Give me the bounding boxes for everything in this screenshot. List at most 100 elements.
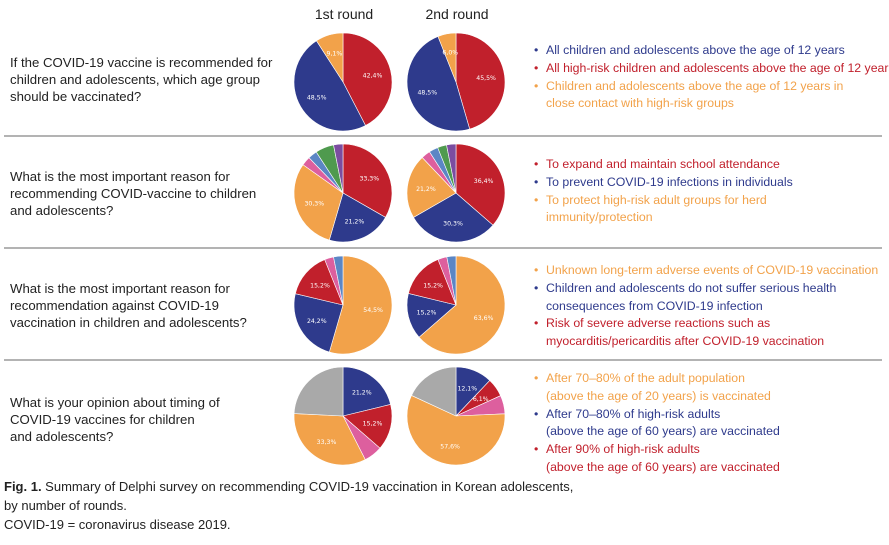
bullet-icon: • — [534, 78, 539, 93]
question-line: and adolescents? — [10, 429, 114, 444]
legend-item-orange: • To protect high-risk adult groups for h… — [534, 192, 884, 228]
legend-item-blue: • Children and adolescents do not suffer … — [534, 280, 884, 316]
legend-item-blue: • After 70–80% of high-risk adults (above … — [534, 406, 884, 442]
legend-item-orange: • After 70–80% of the adult population (ab… — [534, 370, 884, 406]
legend-text: To expand and maintain school attendance — [546, 157, 780, 171]
question-text: What is your opinion about timing of COVI… — [10, 394, 285, 445]
legend-text: immunity/protection — [546, 210, 653, 225]
question-line: COVID-19 vaccines for children — [10, 412, 195, 427]
legend-text: To protect high-risk adult groups for he… — [546, 192, 767, 207]
slice-data-label: 12,1% — [457, 385, 477, 392]
slice-data-label: 48,5% — [417, 89, 437, 96]
legend-text: consequences from COVID-19 infection — [546, 298, 763, 313]
bullet-icon: • — [534, 442, 539, 457]
legend-item-orange: • Unknown long-term adverse events of COV… — [534, 262, 884, 280]
pie-slice-blue — [406, 36, 471, 132]
legend-item-red: • After 90% of high-risk adults (above the… — [534, 441, 884, 477]
pie-chart-round1: 21,2% 15,2% 33,3% — [293, 366, 393, 466]
bullet-icon: • — [534, 157, 539, 171]
legend-text: To prevent COVID-19 infections in indivi… — [546, 174, 793, 189]
bullet-icon: • — [534, 316, 539, 331]
legend-text: myocarditis/pericarditis after COVID-19 … — [546, 334, 825, 349]
pie-slice-lightblue — [333, 255, 344, 306]
legend-text: close contact with high-risk groups — [546, 96, 734, 111]
slice-data-label: 21,2% — [416, 186, 436, 193]
question-line: should be vaccinated? — [10, 89, 142, 104]
bullet-icon: • — [534, 60, 539, 75]
legend-text: All high-risk children and adolescents a… — [546, 60, 889, 75]
pie-slice-orange — [328, 255, 393, 355]
pie-slice-blue — [293, 40, 366, 132]
slice-data-label: 21,2% — [345, 219, 365, 226]
slice-data-label: 6,0% — [442, 50, 458, 57]
question-line: recommendation against COVID-19 — [10, 298, 219, 313]
pie-slice-red — [455, 143, 506, 226]
pie-chart-round2: 12,1% 6,1% 57,6% — [406, 366, 506, 466]
legend-text: Children and adolescents do not suffer s… — [546, 280, 837, 295]
row-divider — [4, 135, 882, 137]
pie-slice-orange — [293, 413, 366, 466]
slice-data-label: 6,1% — [473, 396, 489, 403]
slice-data-label: 30,3% — [304, 201, 324, 208]
pie-slice-red — [294, 259, 344, 306]
slice-data-label: 36,4% — [474, 178, 494, 185]
question-line: What is the most important reason for — [10, 281, 230, 296]
row-divider — [4, 359, 882, 361]
legend-text: After 90% of high-risk adults — [546, 442, 700, 457]
pie-slice-red — [342, 404, 393, 449]
pie-slice-orange — [406, 157, 457, 218]
question-text: If the COVID-19 vaccine is recommended f… — [10, 54, 285, 105]
caption-line-1: Summary of Delphi survey on recommending… — [41, 479, 574, 494]
pie-slice-red — [455, 32, 506, 130]
pie-slice-orange — [418, 255, 506, 355]
slice-data-label: 54,5% — [363, 307, 383, 314]
slice-data-label: 45,5% — [476, 75, 496, 82]
legend-text: All children and adolescents above the a… — [546, 43, 845, 57]
legend-item-red: • Risk of severe adverse reactions such a… — [534, 315, 884, 351]
slice-data-label: 48,5% — [307, 95, 327, 102]
question-line: What is your opinion about timing of — [10, 395, 220, 410]
legend-item-red: • To expand and maintain school attendanc… — [534, 156, 884, 174]
slice-data-label: 33,3% — [359, 175, 379, 182]
legend: • Unknown long-term adverse events of COV… — [534, 262, 884, 351]
question-line: recommending COVID-vaccine to children — [10, 186, 257, 201]
figure-label: Fig. 1. — [4, 479, 42, 494]
legend-text: After 70–80% of high-risk adults — [546, 406, 721, 421]
pie-chart-round1: 54,5% 24,2% 15,2% — [293, 255, 393, 355]
pie-slice-orange — [437, 32, 457, 83]
question-line: If the COVID-19 vaccine is recommended f… — [10, 55, 273, 70]
legend-text: (above the age of 60 years) are vaccinat… — [546, 459, 780, 474]
pie-slice-orange — [293, 164, 344, 241]
slice-data-label: 15,2% — [423, 283, 443, 290]
pie-chart-round2: 36,4% 30,3% 21,2% — [406, 143, 506, 243]
pie-chart-round1: 33,3% 21,2% 30,3% — [293, 143, 393, 243]
pie-slice-red — [342, 32, 393, 126]
pie-slice-purple — [333, 143, 344, 194]
slice-data-label: 15,2% — [310, 283, 330, 290]
pie-slice-gray — [411, 366, 457, 417]
pie-slice-orange — [406, 395, 506, 466]
pie-chart-round2: 63,6% 15,2% 15,2% — [406, 255, 506, 355]
legend-item-blue: • To prevent COVID-19 infections in indiv… — [534, 174, 884, 192]
caption-line-3: COVID-19 = coronavirus disease 2019. — [4, 517, 231, 532]
pie-chart-round1: 42,4% 48,5% 9,1% — [293, 32, 393, 132]
legend-text: Risk of severe adverse reactions such as — [546, 316, 771, 331]
legend-text: Unknown long-term adverse events of COVI… — [546, 263, 879, 277]
legend-text: Children and adolescents above the age o… — [546, 78, 844, 93]
pie-slice-blue — [406, 293, 457, 338]
legend-item-orange: • Children and adolescents above the age … — [534, 78, 884, 114]
question-text: What is the most important reason for rec… — [10, 280, 285, 331]
legend-text: (above the age of 60 years) are vaccinat… — [546, 424, 780, 439]
pie-slice-blue — [293, 293, 344, 353]
bullet-icon: • — [534, 263, 539, 277]
legend-text: (above the age of 20 years) is vaccinate… — [546, 388, 771, 403]
round2-header: 2nd round — [425, 6, 489, 22]
bullet-icon: • — [534, 43, 539, 57]
slice-data-label: 30,3% — [443, 221, 463, 228]
question-line: children and adolescents, which age grou… — [10, 72, 260, 87]
question-line: vaccination in children and adolescents? — [10, 315, 247, 330]
slice-data-label: 24,2% — [307, 318, 327, 325]
pie-slice-red — [342, 143, 393, 218]
caption-line-2: by number of rounds. — [4, 498, 127, 513]
bullet-icon: • — [534, 280, 539, 295]
